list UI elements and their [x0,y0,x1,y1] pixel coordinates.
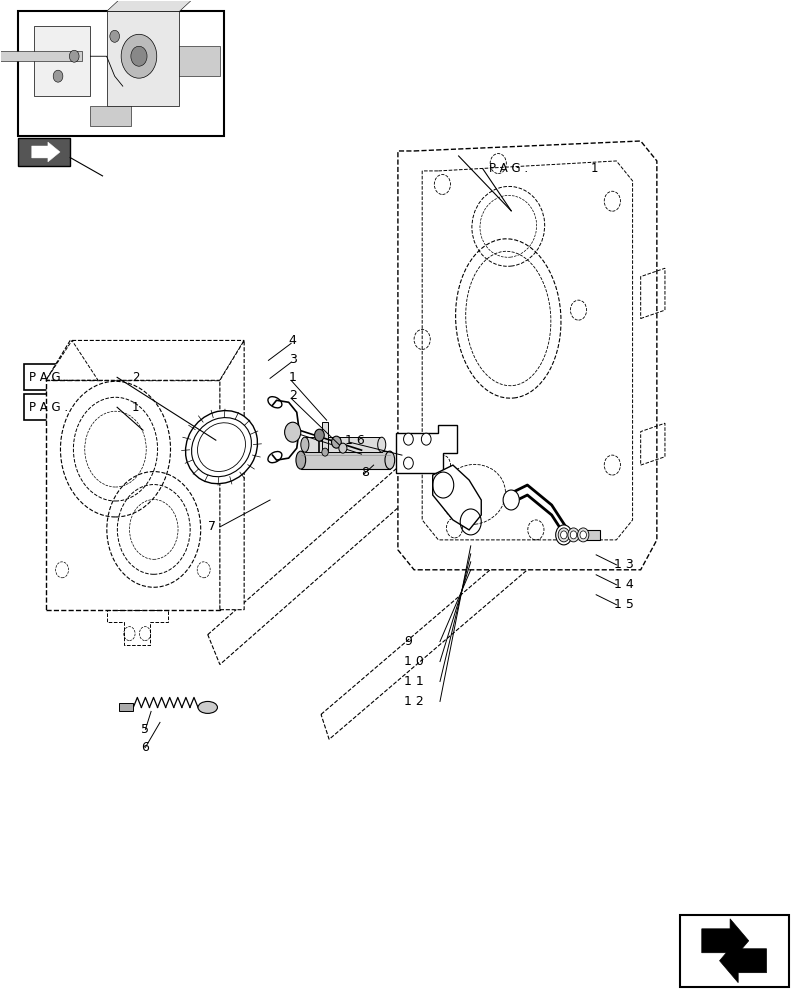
Text: 7: 7 [208,520,216,533]
Ellipse shape [300,437,308,452]
Bar [579,530,599,540]
Polygon shape [118,703,133,711]
Bar [300,451,389,469]
Text: 2: 2 [288,389,296,402]
Text: P A G .: P A G . [29,371,68,384]
Text: 1 3: 1 3 [613,558,633,571]
Circle shape [569,531,576,539]
Circle shape [285,422,300,442]
Circle shape [314,429,324,441]
Circle shape [53,70,62,82]
Text: 1 4: 1 4 [613,578,633,591]
Text: 1: 1 [288,371,296,384]
Polygon shape [46,340,244,380]
Circle shape [131,46,147,66]
Polygon shape [396,425,457,473]
Circle shape [121,34,157,78]
Circle shape [557,528,569,542]
Polygon shape [106,0,195,11]
Circle shape [338,443,346,453]
Text: 1 1: 1 1 [404,675,423,688]
Text: 1: 1 [590,162,597,175]
Bar [321,422,328,452]
Polygon shape [719,939,766,983]
Circle shape [503,490,519,510]
Polygon shape [397,141,656,570]
Text: 1 6: 1 6 [345,434,365,447]
Circle shape [403,457,413,469]
Ellipse shape [295,451,305,469]
Bar [679,915,787,987]
Bar [24,364,117,390]
Text: 4: 4 [288,334,296,347]
Text: 1 5: 1 5 [613,598,633,611]
Text: 5: 5 [141,723,149,736]
Polygon shape [0,51,82,61]
Ellipse shape [384,451,394,469]
Polygon shape [432,465,481,530]
Polygon shape [106,11,179,106]
Circle shape [577,528,588,542]
Circle shape [567,528,578,542]
Bar [483,155,575,183]
Polygon shape [179,46,220,76]
Polygon shape [701,919,748,963]
Circle shape [109,30,119,42]
Bar [304,437,381,452]
Circle shape [579,531,586,539]
Polygon shape [34,26,90,96]
Text: P A G .: P A G . [29,401,68,414]
Circle shape [321,448,328,456]
Circle shape [69,50,79,62]
Circle shape [555,525,571,545]
Polygon shape [90,106,131,126]
Polygon shape [46,380,220,610]
Ellipse shape [198,701,217,713]
Circle shape [560,531,566,539]
Circle shape [421,433,431,445]
Circle shape [403,433,413,445]
Text: 1 0: 1 0 [404,655,423,668]
Text: 1 2: 1 2 [404,695,423,708]
Bar [24,394,117,420]
Text: 1: 1 [131,401,139,414]
Ellipse shape [377,437,385,452]
Circle shape [331,436,341,448]
Bar [18,138,70,166]
Bar [18,11,224,136]
Text: P A G .: P A G . [489,162,528,175]
Polygon shape [220,340,244,610]
Text: 9: 9 [404,635,412,648]
Text: 6: 6 [141,741,149,754]
Text: 2: 2 [131,371,139,384]
Ellipse shape [185,411,257,484]
Text: 8: 8 [361,466,369,479]
Text: 3: 3 [288,353,296,366]
Polygon shape [32,142,60,162]
